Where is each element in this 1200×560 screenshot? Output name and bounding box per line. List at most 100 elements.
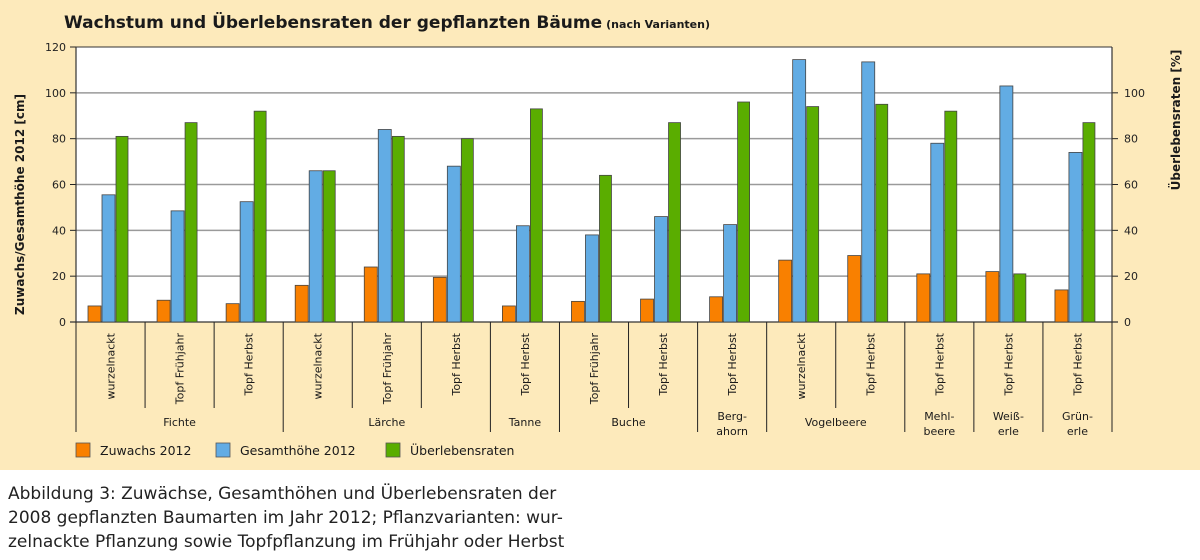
bar-zuwachs-2012 (916, 273, 931, 323)
bar-gesamth-he-2012 (239, 201, 254, 323)
figure-caption: Abbildung 3: Zuwächse, Gesamthöhen und Ü… (8, 482, 628, 554)
species-label: Weiß- (993, 410, 1024, 423)
bar-gesamth-he-2012 (516, 225, 530, 323)
bar--berlebensraten (599, 174, 612, 323)
bar-zuwachs-2012 (985, 271, 1000, 323)
bar-gesamth-he-2012 (170, 210, 185, 323)
category-label: Topf Herbst (657, 332, 670, 396)
category-label: Topf Herbst (1002, 332, 1015, 396)
bar-gesamth-he-2012 (654, 216, 668, 323)
bar-zuwachs-2012 (847, 255, 862, 323)
species-label: Berg- (717, 410, 747, 423)
bar-zuwachs-2012 (294, 284, 309, 323)
caption-line: 2008 gepflanzten Baumarten im Jahr 2012;… (8, 508, 563, 528)
bar-gesamth-he-2012 (723, 224, 737, 323)
bar-gesamth-he-2012 (1068, 152, 1083, 323)
species-label: Fichte (163, 416, 196, 429)
bar-zuwachs-2012 (87, 305, 102, 323)
y-right-tick-label: 80 (1124, 133, 1138, 146)
bar-gesamth-he-2012 (792, 59, 807, 323)
y-right-tick-label: 20 (1124, 270, 1138, 283)
category-label: Topf Herbst (1071, 332, 1084, 396)
bar-gesamth-he-2012 (308, 170, 323, 323)
bar--berlebensraten (944, 110, 958, 323)
y-axis-right-title: Überlebensraten [%] (1168, 50, 1183, 191)
bar-zuwachs-2012 (778, 259, 793, 323)
bar-zuwachs-2012 (501, 305, 516, 323)
bar--berlebensraten (184, 122, 198, 323)
bar-gesamth-he-2012 (999, 85, 1014, 323)
bar--berlebensraten (253, 110, 267, 323)
caption-line: zelnackte Pflanzung sowie Topfpflanzung … (8, 532, 565, 552)
y-tick-label: 120 (45, 41, 66, 54)
species-label: Lärche (368, 416, 405, 429)
bar--berlebensraten (806, 106, 820, 323)
species-label: Tanne (508, 416, 542, 429)
bar--berlebensraten (530, 108, 543, 323)
caption-line: Abbildung 3: Zuwächse, Gesamthöhen und Ü… (8, 484, 557, 504)
category-label: Topf Frühjahr (588, 333, 601, 406)
bar-gesamth-he-2012 (446, 165, 461, 323)
category-label: Topf Frühjahr (174, 333, 187, 406)
y-tick-label: 40 (52, 224, 66, 237)
y-tick-label: 100 (45, 87, 66, 100)
bar--berlebensraten (737, 101, 750, 323)
y-right-tick-label: 40 (1124, 224, 1138, 237)
bar--berlebensraten (460, 138, 474, 323)
bar-zuwachs-2012 (709, 296, 723, 323)
bar--berlebensraten (1082, 122, 1096, 323)
category-label: wurzelnackt (105, 332, 118, 399)
species-label: beere (924, 425, 956, 438)
y-tick-label: 80 (52, 133, 66, 146)
y-right-tick-label: 60 (1124, 179, 1138, 192)
category-label: Topf Herbst (450, 332, 463, 396)
y-right-tick-label: 0 (1124, 316, 1131, 329)
species-label: Mehl- (924, 410, 954, 423)
bar-zuwachs-2012 (640, 298, 654, 323)
bar-gesamth-he-2012 (930, 142, 945, 323)
bar-zuwachs-2012 (432, 276, 447, 323)
bar-zuwachs-2012 (363, 266, 378, 323)
bar-gesamth-he-2012 (585, 234, 599, 323)
bar-zuwachs-2012 (225, 303, 240, 323)
bar-zuwachs-2012 (1054, 289, 1069, 323)
legend-swatch (215, 442, 231, 458)
category-label: wurzelnackt (312, 332, 325, 399)
category-label: Topf Herbst (243, 332, 256, 396)
category-label: Topf Frühjahr (381, 333, 394, 406)
y-right-tick-label: 100 (1124, 87, 1145, 100)
chart-subtitle: (nach Varianten) (606, 18, 710, 31)
bar--berlebensraten (391, 135, 405, 323)
legend-swatch (385, 442, 401, 458)
species-label: Vogelbeere (805, 416, 867, 429)
y-tick-label: 20 (52, 270, 66, 283)
category-label: Topf Herbst (519, 332, 532, 396)
category-label: wurzelnackt (795, 332, 808, 399)
bar-gesamth-he-2012 (101, 194, 116, 323)
bar--berlebensraten (322, 170, 336, 323)
species-label: Grün- (1062, 410, 1093, 423)
category-label: Topf Herbst (726, 332, 739, 396)
species-label: ahorn (716, 425, 748, 438)
bar-zuwachs-2012 (156, 299, 171, 323)
legend-label: Gesamthöhe 2012 (240, 443, 356, 458)
chart: Wachstum und Überlebensraten der gepflan… (13, 11, 1183, 458)
bar-gesamth-he-2012 (861, 61, 876, 323)
bar-zuwachs-2012 (571, 300, 585, 323)
legend-label: Zuwachs 2012 (100, 443, 191, 458)
bar--berlebensraten (115, 135, 129, 323)
species-label: erle (1067, 425, 1088, 438)
y-tick-label: 0 (59, 316, 66, 329)
category-label: Topf Herbst (933, 332, 946, 396)
species-label: erle (998, 425, 1019, 438)
chart-title: Wachstum und Überlebensraten der gepflan… (64, 11, 710, 33)
bar--berlebensraten (1013, 273, 1027, 323)
category-label: Topf Herbst (864, 332, 877, 396)
y-tick-label: 60 (52, 179, 66, 192)
legend-label: Überlebensraten (410, 442, 514, 458)
bar--berlebensraten (668, 122, 681, 323)
species-label: Buche (611, 416, 646, 429)
figure-panel: Wachstum und Überlebensraten der gepflan… (0, 0, 1200, 470)
bar--berlebensraten (875, 103, 889, 323)
legend-swatch (75, 442, 91, 458)
